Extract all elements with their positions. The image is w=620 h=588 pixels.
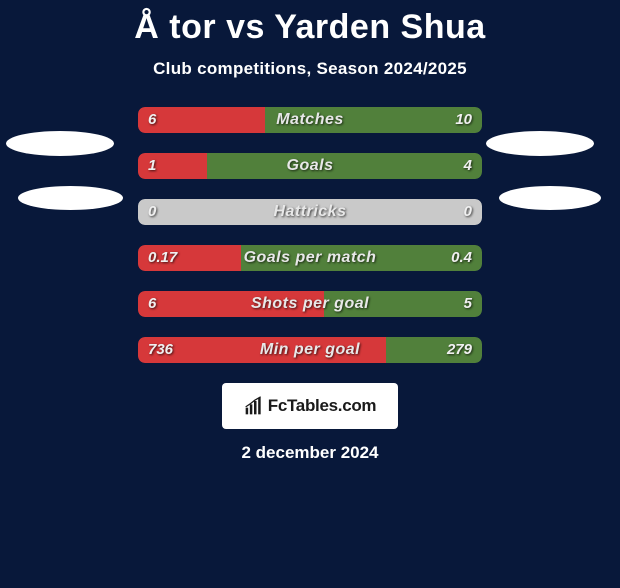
stat-label: Goals xyxy=(138,153,482,179)
decor-ellipse xyxy=(6,131,114,156)
stat-row: 610Matches xyxy=(138,107,482,133)
footer-date: 2 december 2024 xyxy=(0,443,620,463)
bars-chart-icon xyxy=(244,396,264,416)
stat-label: Hattricks xyxy=(138,199,482,225)
stat-label: Min per goal xyxy=(138,337,482,363)
stat-label: Goals per match xyxy=(138,245,482,271)
stat-label: Shots per goal xyxy=(138,291,482,317)
stats-bars: 610Matches 14Goals 00Hattricks 0.170.4Goals… xyxy=(138,107,482,363)
stat-row: 736279Min per goal xyxy=(138,337,482,363)
page-subtitle: Club competitions, Season 2024/2025 xyxy=(0,59,620,79)
page-title: Å tor vs Yarden Shua xyxy=(0,8,620,47)
decor-ellipse xyxy=(499,186,601,210)
stat-row: 00Hattricks xyxy=(138,199,482,225)
fctables-logo: FcTables.com xyxy=(222,383,398,429)
stat-label: Matches xyxy=(138,107,482,133)
stat-row: 14Goals xyxy=(138,153,482,179)
stat-row: 0.170.4Goals per match xyxy=(138,245,482,271)
stat-row: 65Shots per goal xyxy=(138,291,482,317)
logo-text: FcTables.com xyxy=(268,396,377,416)
decor-ellipse xyxy=(486,131,594,156)
decor-ellipse xyxy=(18,186,123,210)
